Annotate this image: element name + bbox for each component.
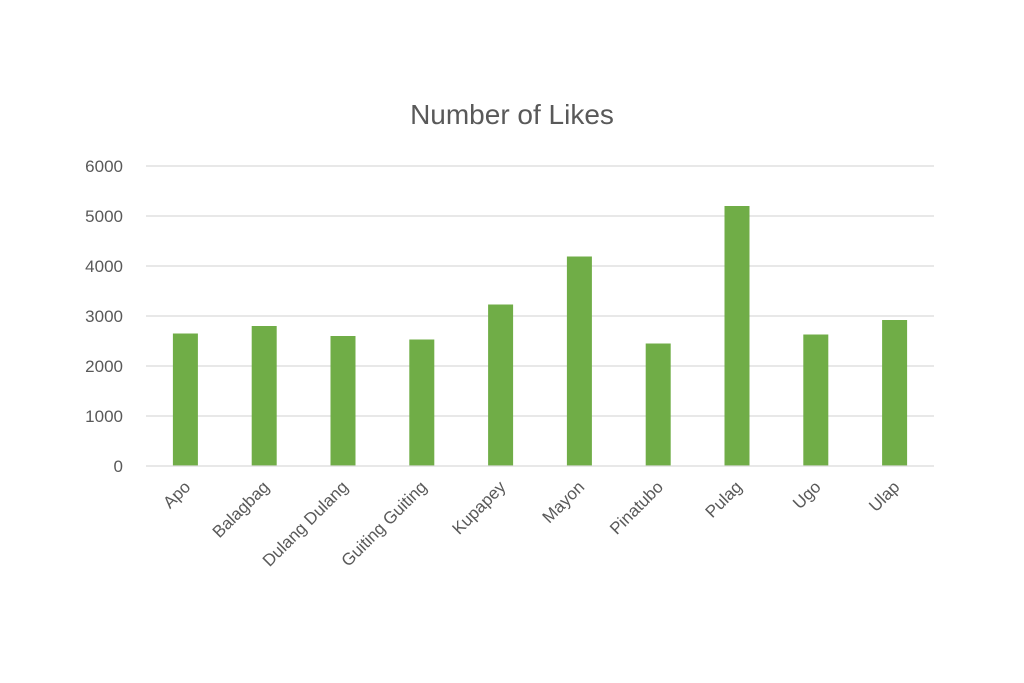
bar-pinatubo [645, 343, 671, 466]
bar-balagbag [251, 326, 277, 466]
x-tick-label: Ugo [789, 477, 824, 512]
y-tick-label: 5000 [85, 207, 123, 226]
y-tick-label: 4000 [85, 257, 123, 276]
bars [172, 206, 908, 466]
chart-title: Number of Likes [410, 99, 614, 130]
y-tick-label: 3000 [85, 307, 123, 326]
y-axis-tick-labels: 0 1000 2000 3000 4000 5000 6000 [85, 157, 123, 476]
bar-guiting-guiting [409, 339, 435, 466]
x-tick-label: Pinatubo [606, 477, 667, 538]
bar-apo [172, 333, 198, 466]
x-tick-label: Pulag [702, 477, 746, 521]
y-tick-label: 0 [114, 457, 123, 476]
x-tick-label: Kupapey [449, 477, 510, 538]
bar-mayon [566, 256, 592, 466]
bar-kupapey [488, 304, 514, 466]
bar-ulap [882, 320, 908, 466]
bar-ugo [803, 334, 829, 466]
bar-dulang-dulang [330, 336, 356, 466]
x-tick-label: Ulap [865, 477, 903, 515]
x-tick-label: Mayon [539, 477, 589, 527]
x-tick-label: Apo [159, 477, 194, 512]
y-tick-label: 1000 [85, 407, 123, 426]
x-tick-label: Guiting Guiting [338, 477, 431, 570]
bar-pulag [724, 206, 750, 466]
gridlines [146, 165, 934, 417]
x-tick-label: Balagbag [209, 477, 273, 541]
y-tick-label: 6000 [85, 157, 123, 176]
y-tick-label: 2000 [85, 357, 123, 376]
